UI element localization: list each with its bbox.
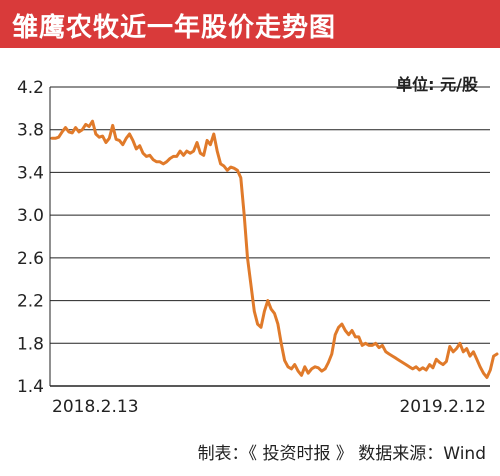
unit-label: 单位: 元/股 [396, 75, 479, 94]
title-bar: 雏鹰农牧近一年股价走势图 [0, 0, 500, 48]
y-tick-label: 3.8 [17, 121, 44, 141]
x-tick-label: 2019.2.12 [399, 397, 486, 417]
y-tick-label: 3.4 [17, 163, 44, 183]
y-tick-label: 2.2 [17, 292, 44, 312]
footer-source: 制表：《 投资时报 》 数据来源：Wind [197, 444, 486, 464]
chart-title: 雏鹰农牧近一年股价走势图 [12, 13, 337, 43]
axis-layer: 1.4 1.8 2.2 2.6 3.0 3.4 3.8 4.2 2018.2.13 2019.2.… [17, 78, 490, 417]
y-tick-label: 1.8 [17, 334, 44, 354]
x-tick-label: 2018.2.13 [52, 397, 139, 417]
series-line-price [50, 119, 499, 379]
grid-layer [50, 86, 490, 344]
y-tick-label: 4.2 [17, 78, 44, 98]
y-tick-label: 2.6 [17, 249, 44, 269]
y-tick-label: 3.0 [17, 206, 44, 226]
series-layer [50, 119, 499, 379]
y-tick-label: 1.4 [17, 377, 44, 397]
